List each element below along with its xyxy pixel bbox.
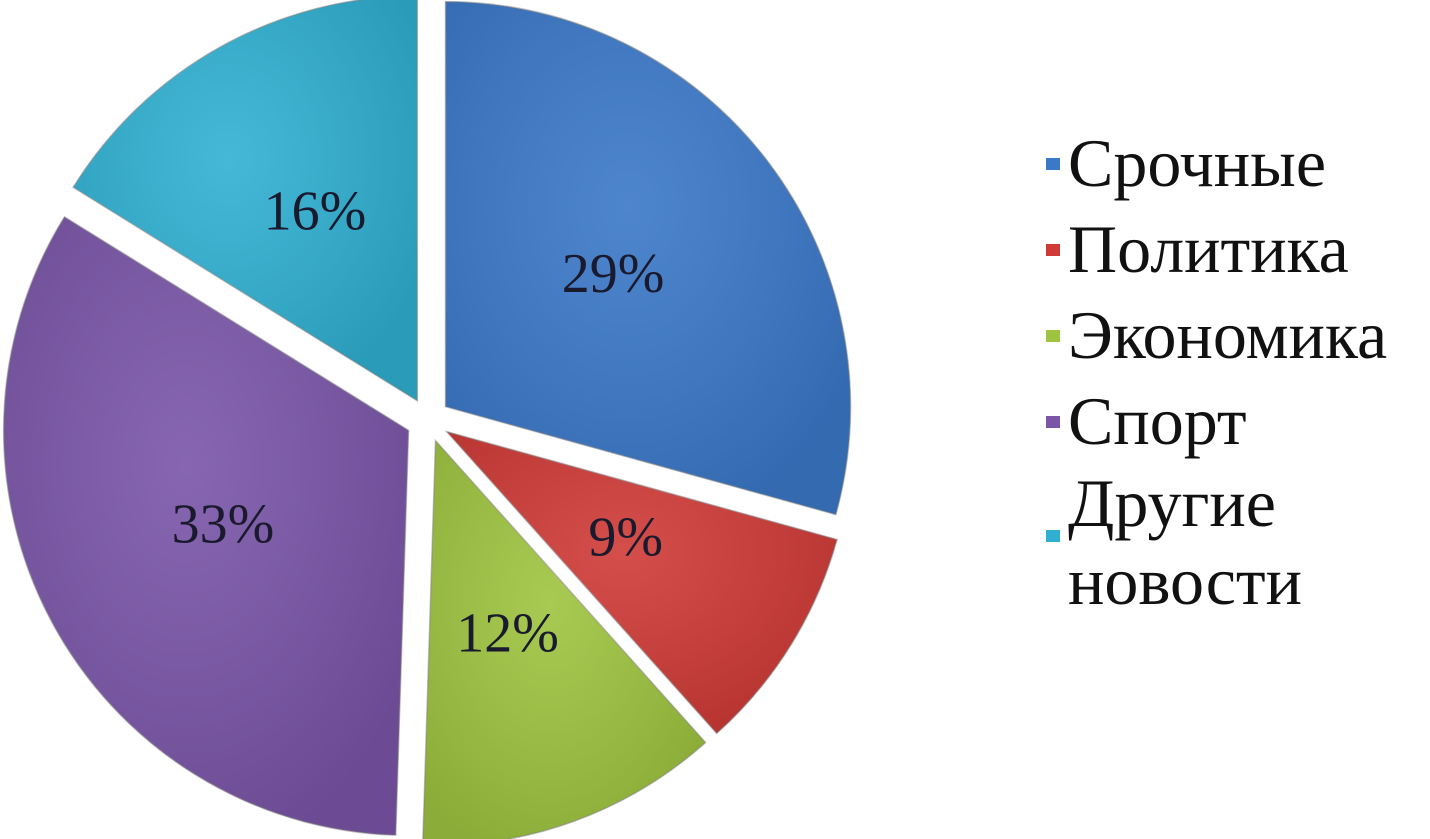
pie-chart: 29% 9% 12% 33% 16%	[2, 0, 852, 839]
legend-item-1: Политика	[1046, 206, 1430, 292]
legend-swatch-1	[1046, 244, 1060, 256]
pie-slice-shade-3	[3, 216, 409, 836]
legend-swatch-0	[1046, 158, 1060, 170]
data-label-3: 33%	[172, 494, 275, 556]
legend-swatch-2	[1046, 330, 1060, 342]
legend-item-0: Срочные	[1046, 120, 1430, 206]
legend-label-3: Спорт	[1068, 383, 1247, 459]
data-label-2: 12%	[456, 602, 559, 664]
data-label-0: 29%	[562, 243, 665, 305]
data-label-1: 9%	[588, 506, 663, 568]
pie-slice-shade-0	[445, 1, 851, 515]
legend-item-2: Экономика	[1046, 292, 1430, 378]
legend-item-4: Другие новости	[1046, 464, 1430, 620]
pie-slice-shade-1	[446, 431, 838, 734]
data-label-4: 16%	[264, 181, 367, 243]
pie-slice-shade-2	[422, 440, 706, 839]
chart-legend: Срочные Политика Экономика Спорт Другие …	[1046, 120, 1430, 620]
pie-slice-shade-4	[73, 0, 418, 401]
legend-label-1: Политика	[1068, 211, 1349, 287]
legend-label-4: Другие новости	[1068, 465, 1303, 619]
legend-label-2: Экономика	[1068, 297, 1388, 373]
legend-item-3: Спорт	[1046, 378, 1430, 464]
legend-swatch-3	[1046, 416, 1060, 428]
legend-swatch-4	[1046, 530, 1060, 542]
legend-label-0: Срочные	[1068, 125, 1327, 201]
